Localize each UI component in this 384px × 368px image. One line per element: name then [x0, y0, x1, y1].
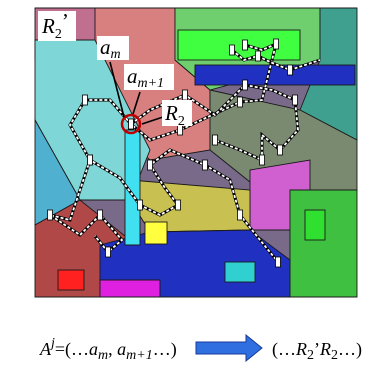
region	[145, 222, 167, 244]
caption-part: ,	[108, 339, 117, 359]
trajectory-node	[203, 160, 208, 170]
caption-left: Aj=(…am, am+1…)	[39, 336, 177, 363]
trajectory-node	[278, 145, 283, 155]
trajectory-node	[256, 51, 261, 61]
caption-part: (…	[272, 339, 296, 360]
region	[290, 190, 357, 297]
region	[58, 270, 84, 290]
trajectory-node	[176, 200, 181, 210]
label-part: R	[41, 14, 55, 38]
trajectory-node	[183, 90, 188, 100]
trajectory-node	[274, 39, 279, 49]
trajectory-node	[148, 160, 153, 170]
caption-part: a	[117, 339, 126, 359]
caption-part: 2	[307, 348, 314, 363]
trajectory-node	[88, 155, 93, 165]
caption-part: a	[89, 339, 98, 359]
trajectory-node	[83, 95, 88, 105]
trajectory-node	[213, 135, 218, 145]
region	[305, 210, 325, 240]
trajectory-node	[260, 155, 265, 165]
region	[225, 262, 255, 282]
figure: R2’ am am+1 R2 Aj=(…am, am+1…) (…R2’R2…)	[0, 0, 384, 368]
region	[195, 65, 355, 85]
trajectory-node	[293, 95, 298, 105]
trajectory-node	[238, 210, 243, 220]
trajectory-node	[243, 80, 248, 90]
caption-part: m	[98, 348, 108, 363]
label-part: a	[127, 64, 138, 88]
trajectory-node	[243, 40, 248, 50]
label-part: ’	[62, 9, 69, 33]
arrow-icon	[196, 335, 262, 361]
page: R2’ am am+1 R2 Aj=(…am, am+1…) (…R2’R2…)…	[0, 0, 384, 368]
caption-part: 2	[331, 348, 338, 363]
label-part: 2	[55, 27, 62, 42]
trajectory-node	[276, 257, 281, 267]
trajectory-node	[129, 119, 134, 129]
trajectory-node	[238, 97, 243, 107]
caption-right: (…R2’R2…)	[272, 339, 362, 363]
trajectory-node	[288, 65, 293, 75]
label-part: m	[111, 47, 121, 62]
trajectory-node	[98, 210, 103, 220]
label-part: R	[164, 101, 178, 125]
trajectory-node	[138, 200, 143, 210]
caption-part: …)	[153, 339, 177, 360]
caption-part: R	[295, 339, 307, 359]
trajectory-node	[48, 210, 53, 220]
caption-part: m+1	[126, 348, 153, 363]
trajectory-node	[106, 247, 111, 257]
region	[100, 280, 160, 297]
caption-part: …)	[338, 339, 362, 360]
label-part: m+1	[138, 76, 165, 91]
caption-part: =(…	[55, 339, 89, 360]
label-part: a	[100, 35, 111, 59]
caption-part: R	[319, 339, 331, 359]
segmentation-image	[35, 8, 357, 297]
trajectory-node	[230, 45, 235, 55]
label-part: 2	[178, 114, 185, 129]
